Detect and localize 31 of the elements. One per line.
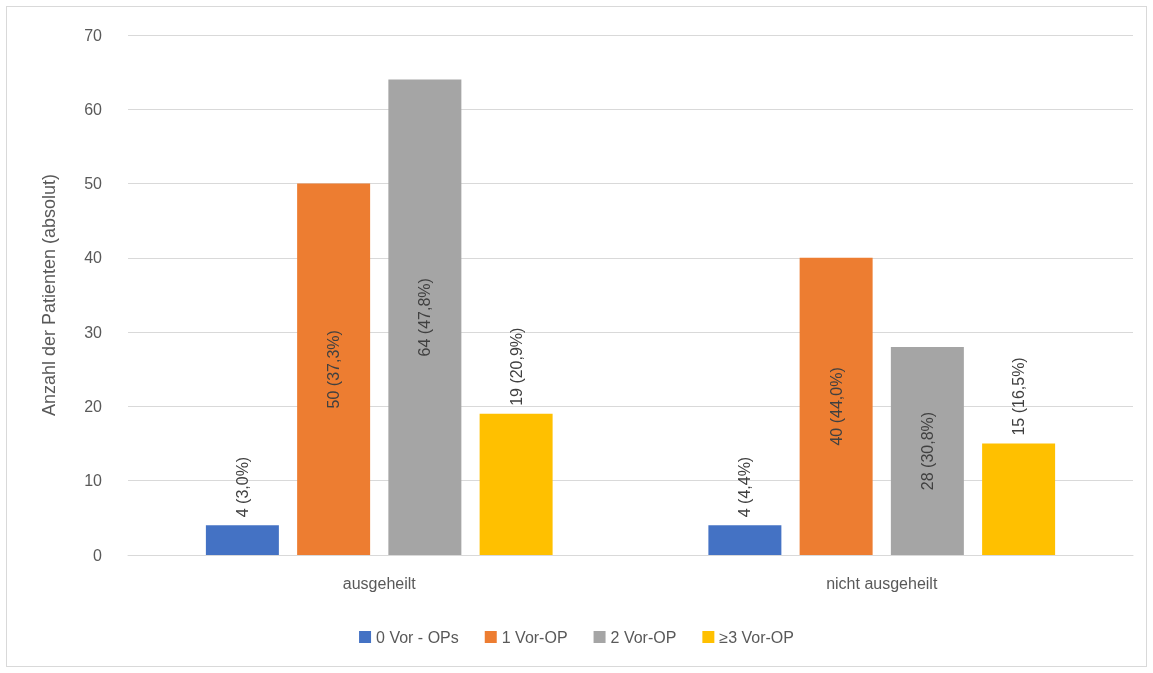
bar [708,525,782,555]
data-label: 64 (47,8%) [416,278,434,357]
legend-label: 1 Vor-OP [501,628,568,646]
y-tick-label: 40 [84,249,103,267]
x-tick-label: nicht ausgeheilt [826,574,938,592]
data-label: 15 (16,5%) [1010,357,1028,436]
y-axis-title: Anzahl der Patienten (absolut) [39,173,59,417]
x-tick-label: ausgeheilt [342,574,417,592]
bar [479,413,553,555]
y-tick-label: 70 [84,26,103,44]
data-label: 4 (3,0%) [233,456,251,518]
bar [388,79,462,555]
y-tick-label: 10 [84,472,103,490]
data-label: 19 (20,9%) [507,327,525,406]
bar [799,257,873,555]
bar [890,347,964,555]
legend-label: ≥3 Vor-OP [719,628,794,646]
y-tick-label: 50 [84,175,103,193]
y-tick-label: 60 [84,100,103,118]
bar [982,443,1056,555]
data-label: 50 (37,3%) [325,330,343,409]
data-label: 40 (44,0%) [827,367,845,446]
bar [205,525,279,555]
legend-label: 0 Vor - OPs [376,628,459,646]
data-label: 28 (30,8%) [918,411,936,491]
bar [297,183,371,555]
y-tick-label: 0 [93,546,103,564]
y-tick-label: 30 [84,323,103,341]
data-label: 4 (4,4%) [736,456,754,518]
y-tick-label: 20 [84,397,103,415]
legend-label: 2 Vor-OP [610,628,677,646]
